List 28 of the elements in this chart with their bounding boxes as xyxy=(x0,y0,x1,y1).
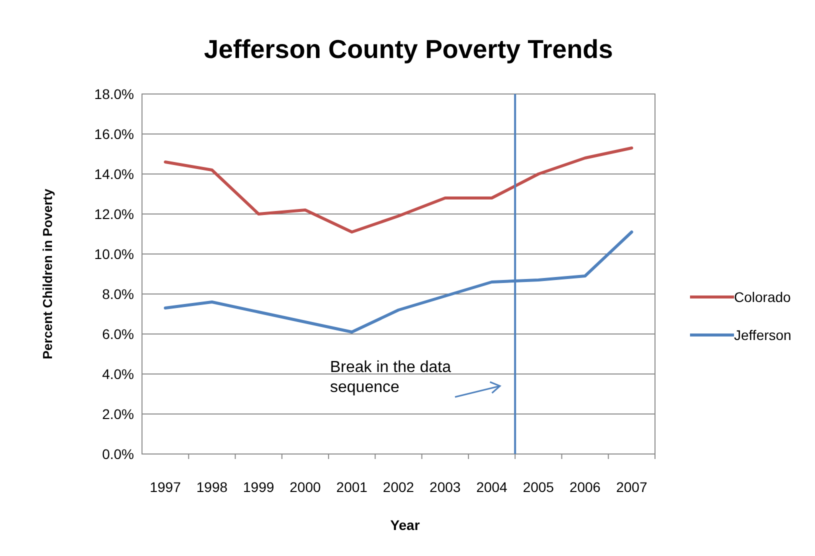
x-tick-label: 2000 xyxy=(290,479,322,495)
y-tick-label: 4.0% xyxy=(102,366,134,382)
x-tick-label: 2007 xyxy=(616,479,648,495)
x-tick-label: 1999 xyxy=(243,479,274,495)
y-tick-label: 14.0% xyxy=(94,166,134,182)
legend-label: Jefferson xyxy=(734,327,792,343)
x-tick-label: 1998 xyxy=(196,479,228,495)
x-tick-label: 2005 xyxy=(522,479,554,495)
legend-label: Colorado xyxy=(734,289,792,305)
y-tick-label: 2.0% xyxy=(102,406,134,422)
y-tick-label: 0.0% xyxy=(102,446,134,462)
y-tick-label: 10.0% xyxy=(94,246,134,262)
chart-title: Jefferson County Poverty Trends xyxy=(204,34,613,64)
x-axis-title: Year xyxy=(390,517,420,533)
y-axis-title: Percent Children in Poverty xyxy=(40,188,55,360)
x-tick-label: 2004 xyxy=(476,479,508,495)
x-tick-label: 1997 xyxy=(150,479,182,495)
annotation: Break in the data sequence xyxy=(330,359,452,396)
line-series xyxy=(164,146,634,234)
y-tick-label: 18.0% xyxy=(94,86,134,102)
x-tick-label: 2001 xyxy=(336,479,368,495)
y-tick-label: 6.0% xyxy=(102,326,134,342)
x-tick-label: 2006 xyxy=(569,479,601,495)
y-tick-label: 8.0% xyxy=(102,286,134,302)
x-tick-label: 2003 xyxy=(430,479,461,495)
y-tick-label: 12.0% xyxy=(94,206,134,222)
x-tick-label: 2002 xyxy=(382,479,414,495)
y-tick-label: 16.0% xyxy=(94,126,134,142)
